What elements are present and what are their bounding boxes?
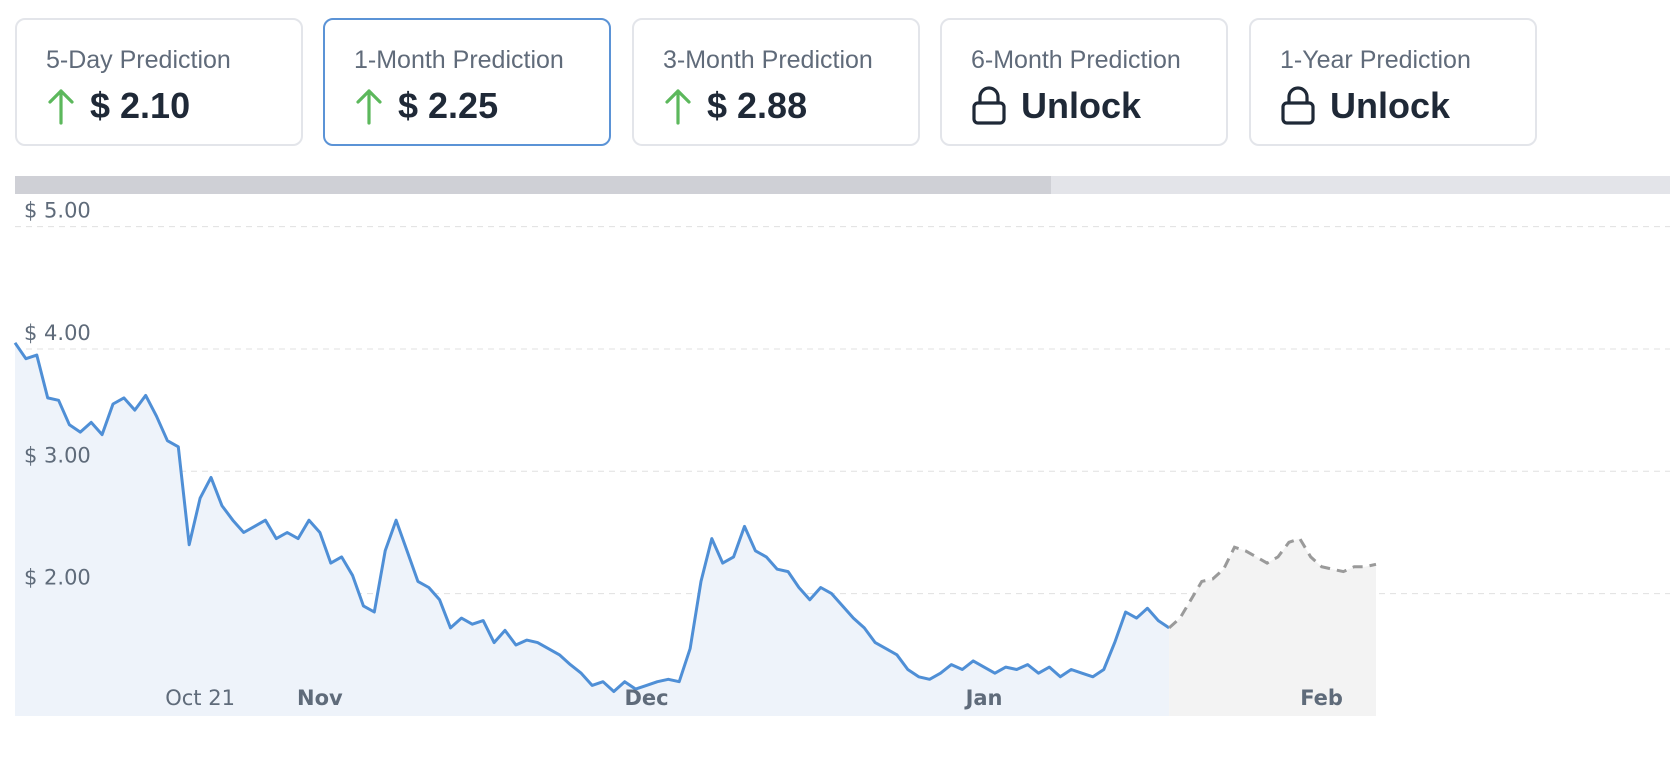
arrow-up-icon — [663, 87, 693, 125]
range-selector[interactable] — [15, 176, 1670, 194]
card-value-row: Unlock — [971, 84, 1141, 128]
price-chart: $ 5.00 $ 4.00 $ 3.00 $ 2.00 Oct 21 Nov Dec Jan… — [13, 199, 1670, 716]
card-title: 1-Year Prediction — [1280, 46, 1471, 74]
x-tick-label: Oct 21 — [165, 686, 235, 710]
arrow-up-icon — [46, 87, 76, 125]
forecast-area — [1169, 538, 1376, 716]
card-value-row: $ 2.88 — [663, 84, 807, 128]
history-area — [15, 342, 1170, 716]
card-1-year-prediction[interactable]: 1-Year Prediction Unlock — [1249, 18, 1537, 146]
arrow-up-icon — [354, 87, 384, 125]
card-3-month-prediction[interactable]: 3-Month Prediction $ 2.88 — [632, 18, 920, 146]
x-tick-label: Dec — [624, 686, 668, 710]
price-forecast-line — [1168, 536, 1377, 630]
y-tick-label: $ 2.00 — [24, 566, 91, 590]
unlock-link[interactable]: Unlock — [1330, 85, 1451, 126]
range-selector-handle[interactable] — [15, 176, 1052, 194]
x-tick-label: Jan — [964, 686, 1003, 710]
card-value-row: $ 2.25 — [354, 84, 498, 128]
prediction-value: $ 2.25 — [398, 85, 499, 126]
lock-icon — [971, 86, 1007, 126]
card-title: 3-Month Prediction — [663, 46, 873, 74]
x-tick-label: Feb — [1300, 686, 1343, 710]
x-tick-label: Nov — [297, 686, 343, 710]
prediction-cards: 5-Day Prediction $ 2.10 1-Month Predicti… — [15, 18, 1670, 148]
y-tick-label: $ 4.00 — [24, 321, 91, 345]
unlock-link[interactable]: Unlock — [1021, 85, 1142, 126]
prediction-value: $ 2.10 — [90, 85, 191, 126]
y-axis: $ 5.00 $ 4.00 $ 3.00 $ 2.00 — [24, 199, 91, 590]
card-6-month-prediction[interactable]: 6-Month Prediction Unlock — [940, 18, 1228, 146]
card-title: 1-Month Prediction — [354, 46, 564, 74]
y-tick-label: $ 3.00 — [24, 443, 91, 467]
lock-icon — [1280, 86, 1316, 126]
card-value-row: $ 2.10 — [46, 84, 190, 128]
x-axis: Oct 21 Nov Dec Jan Feb — [165, 686, 1343, 710]
card-5-day-prediction[interactable]: 5-Day Prediction $ 2.10 — [15, 18, 303, 146]
price-history-line — [13, 341, 1170, 693]
card-value-row: Unlock — [1280, 84, 1450, 128]
card-1-month-prediction[interactable]: 1-Month Prediction $ 2.25 — [323, 18, 611, 146]
y-tick-label: $ 5.00 — [24, 199, 91, 223]
card-title: 6-Month Prediction — [971, 46, 1181, 74]
prediction-value: $ 2.88 — [707, 85, 808, 126]
card-title: 5-Day Prediction — [46, 46, 231, 74]
